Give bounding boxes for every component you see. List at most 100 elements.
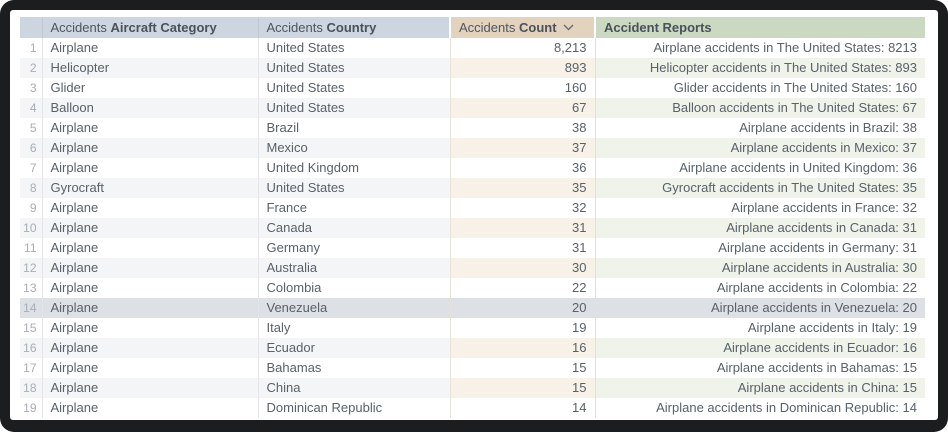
aircraft-category-cell: Airplane	[42, 198, 259, 218]
country-cell: Colombia	[258, 278, 451, 298]
count-cell: 893	[450, 58, 596, 78]
accident-report-cell: Airplane accidents in Brazil: 38	[739, 120, 917, 135]
table-row[interactable]: 12 Airplane Australia 30 Airplane accidents …	[20, 258, 925, 278]
country-cell: United States	[258, 78, 451, 98]
table-row[interactable]: 9 Airplane France 32 Airplane accidents in F…	[20, 198, 925, 218]
column-prefix: Accidents	[266, 19, 323, 35]
aircraft-category-cell: Airplane	[42, 158, 259, 178]
column-header-country[interactable]: Accidents Country	[257, 17, 450, 38]
row-number-cell: 10	[20, 218, 43, 238]
count-cell: 19	[450, 318, 596, 338]
row-number-cell: 5	[20, 118, 43, 138]
aircraft-category-cell: Airplane	[42, 398, 259, 418]
row-number-cell: 17	[20, 358, 43, 378]
table-body: 1 Airplane United States 8,213 Airplane acci…	[20, 38, 925, 418]
count-cell: 32	[450, 198, 596, 218]
column-header-count[interactable]: Accidents Count	[449, 17, 595, 38]
accident-report-cell: Gyrocraft accidents in The United States…	[595, 178, 925, 198]
count-cell: 20	[450, 298, 596, 318]
aircraft-category-cell: Airplane	[42, 138, 259, 158]
table-row[interactable]: 19 Airplane Dominican Republic 14 Airplane a…	[20, 398, 925, 418]
row-number-cell: 4	[20, 98, 43, 118]
table-row[interactable]: 18 Airplane China 15 Airplane accidents in C…	[20, 378, 925, 398]
country-cell: France	[258, 198, 451, 218]
row-number-cell: 3	[20, 78, 43, 98]
results-panel: Accidents Aircraft Category Accidents Co…	[10, 10, 938, 420]
count-cell: 35	[450, 178, 596, 198]
aircraft-category-cell: Airplane	[42, 118, 259, 138]
row-number-cell: 1	[20, 38, 43, 58]
table-row[interactable]: 3 Glider United States 160 Glider accidents …	[20, 78, 925, 98]
count-cell: 31	[450, 218, 596, 238]
aircraft-category-cell: Airplane	[42, 338, 259, 358]
aircraft-category-cell: Airplane	[42, 298, 259, 318]
count-cell: 31	[450, 238, 596, 258]
aircraft-category-cell: Helicopter	[42, 58, 259, 78]
country-cell: Italy	[258, 318, 451, 338]
accident-report-cell: Airplane accidents in United Kingdom: 36	[679, 160, 917, 175]
table-row[interactable]: 1 Airplane United States 8,213 Airplane acci…	[20, 38, 925, 58]
count-cell: 36	[450, 158, 596, 178]
row-number-cell: 14	[20, 298, 43, 318]
results-table: Accidents Aircraft Category Accidents Co…	[20, 17, 925, 418]
row-number-cell: 8	[20, 178, 43, 198]
count-cell: 37	[450, 138, 596, 158]
aircraft-category-cell: Airplane	[42, 278, 259, 298]
accident-report-cell: Airplane accidents in Colombia: 22	[716, 280, 917, 295]
column-prefix: Accidents	[50, 19, 107, 35]
country-cell: Australia	[258, 258, 451, 278]
aircraft-category-cell: Airplane	[42, 238, 259, 258]
column-label: Count	[519, 20, 557, 35]
count-cell: 30	[450, 258, 596, 278]
count-cell: 8,213	[450, 38, 596, 58]
row-number-cell: 12	[20, 258, 43, 278]
column-label: Aircraft Category	[110, 19, 217, 35]
column-header-accident-reports[interactable]: Accident Reports	[594, 17, 925, 38]
accident-report-cell: Airplane accidents in China: 15	[595, 378, 925, 398]
table-row[interactable]: 13 Airplane Colombia 22 Airplane accidents i…	[20, 278, 925, 298]
count-cell: 160	[450, 78, 596, 98]
country-cell: Brazil	[258, 118, 451, 138]
table-row[interactable]: 14 Airplane Venezuela 20 Airplane accidents …	[20, 298, 925, 318]
column-label: Accident Reports	[604, 19, 712, 35]
accident-report-cell: Airplane accidents in Ecuador: 16	[595, 338, 925, 358]
aircraft-category-cell: Balloon	[42, 98, 259, 118]
table-row[interactable]: 6 Airplane Mexico 37 Airplane accidents in M…	[20, 138, 925, 158]
aircraft-category-cell: Gyrocraft	[42, 178, 259, 198]
aircraft-category-cell: Airplane	[42, 258, 259, 278]
table-row[interactable]: 15 Airplane Italy 19 Airplane accidents in I…	[20, 318, 925, 338]
table-row[interactable]: 7 Airplane United Kingdom 36 Airplane accide…	[20, 158, 925, 178]
accident-report-cell: Airplane accidents in Australia: 30	[595, 258, 925, 278]
table-row[interactable]: 17 Airplane Bahamas 15 Airplane accidents in…	[20, 358, 925, 378]
column-prefix: Accidents	[459, 20, 516, 35]
table-row[interactable]: 4 Balloon United States 67 Balloon accidents…	[20, 98, 925, 118]
count-cell: 16	[450, 338, 596, 358]
count-cell: 22	[450, 278, 596, 298]
row-number-cell: 7	[20, 158, 43, 178]
table-row[interactable]: 8 Gyrocraft United States 35 Gyrocraft accid…	[20, 178, 925, 198]
column-header-row-number	[20, 17, 42, 38]
accident-report-cell: Balloon accidents in The United States: …	[595, 98, 925, 118]
accident-report-cell: Airplane accidents in Bahamas: 15	[716, 360, 917, 375]
country-cell: Germany	[258, 238, 451, 258]
accident-report-cell: Airplane accidents in Dominican Republic…	[656, 400, 917, 415]
table-row[interactable]: 16 Airplane Ecuador 16 Airplane accidents in…	[20, 338, 925, 358]
row-number-cell: 9	[20, 198, 43, 218]
country-cell: Venezuela	[258, 298, 451, 318]
row-number-cell: 6	[20, 138, 43, 158]
column-header-aircraft-category[interactable]: Accidents Aircraft Category	[41, 17, 258, 38]
accident-report-cell: Airplane accidents in Mexico: 37	[595, 138, 925, 158]
country-cell: United States	[258, 58, 451, 78]
accident-report-cell: Airplane accidents in Germany: 31	[718, 240, 917, 255]
country-cell: United States	[258, 178, 451, 198]
row-number-cell: 15	[20, 318, 43, 338]
table-row[interactable]: 2 Helicopter United States 893 Helicopter ac…	[20, 58, 925, 78]
aircraft-category-cell: Airplane	[42, 358, 259, 378]
table-row[interactable]: 11 Airplane Germany 31 Airplane accidents in…	[20, 238, 925, 258]
country-cell: China	[258, 378, 451, 398]
row-number-cell: 19	[20, 398, 43, 418]
table-row[interactable]: 10 Airplane Canada 31 Airplane accidents in …	[20, 218, 925, 238]
country-cell: United States	[258, 98, 451, 118]
table-row[interactable]: 5 Airplane Brazil 38 Airplane accidents in B…	[20, 118, 925, 138]
